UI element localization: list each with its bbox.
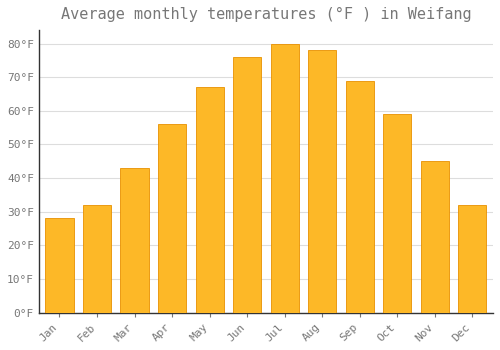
Bar	[308, 50, 336, 313]
Bar	[346, 80, 374, 313]
Bar	[458, 205, 486, 313]
Bar	[83, 205, 111, 313]
Bar	[421, 161, 449, 313]
Title: Average monthly temperatures (°F ) in Weifang: Average monthly temperatures (°F ) in We…	[60, 7, 471, 22]
Bar	[158, 124, 186, 313]
Bar	[383, 114, 412, 313]
Bar	[196, 87, 224, 313]
Bar	[233, 57, 261, 313]
Bar	[46, 218, 74, 313]
Bar	[270, 43, 299, 313]
Bar	[120, 168, 148, 313]
